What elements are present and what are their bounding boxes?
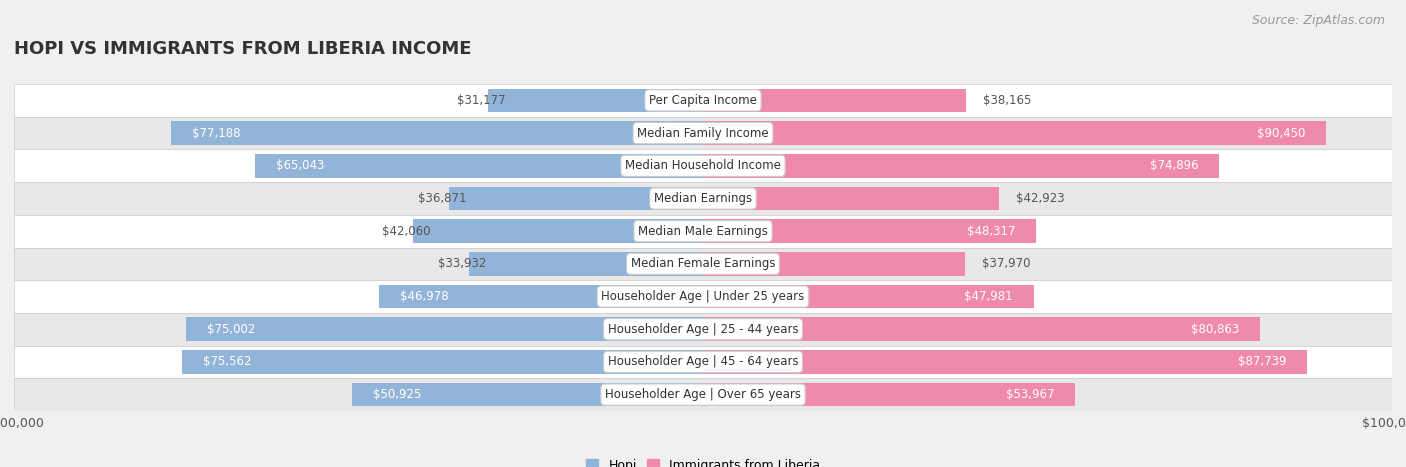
Text: Source: ZipAtlas.com: Source: ZipAtlas.com — [1251, 14, 1385, 27]
Text: HOPI VS IMMIGRANTS FROM LIBERIA INCOME: HOPI VS IMMIGRANTS FROM LIBERIA INCOME — [14, 40, 471, 58]
Text: $65,043: $65,043 — [276, 159, 323, 172]
Text: $48,317: $48,317 — [967, 225, 1015, 238]
Bar — [449, 187, 703, 210]
Bar — [14, 346, 1392, 378]
Text: Per Capita Income: Per Capita Income — [650, 94, 756, 107]
Text: $87,739: $87,739 — [1239, 355, 1286, 368]
Text: $90,450: $90,450 — [1257, 127, 1306, 140]
Bar — [172, 121, 703, 145]
Text: Householder Age | 25 - 44 years: Householder Age | 25 - 44 years — [607, 323, 799, 336]
Text: Median Household Income: Median Household Income — [626, 159, 780, 172]
Bar — [14, 215, 1392, 248]
Bar — [186, 318, 703, 341]
Bar — [703, 89, 966, 112]
Text: Median Female Earnings: Median Female Earnings — [631, 257, 775, 270]
Text: $75,562: $75,562 — [202, 355, 252, 368]
Bar — [14, 313, 1392, 346]
Text: Median Earnings: Median Earnings — [654, 192, 752, 205]
Bar — [352, 383, 703, 406]
Text: $75,002: $75,002 — [207, 323, 256, 336]
Bar — [703, 350, 1308, 374]
Bar — [703, 219, 1036, 243]
Bar — [413, 219, 703, 243]
Text: $47,981: $47,981 — [965, 290, 1012, 303]
Text: $74,896: $74,896 — [1150, 159, 1198, 172]
Text: $36,871: $36,871 — [418, 192, 467, 205]
Bar — [14, 117, 1392, 149]
Bar — [380, 285, 703, 308]
Bar — [703, 121, 1326, 145]
Text: $46,978: $46,978 — [401, 290, 449, 303]
Bar — [703, 318, 1260, 341]
Bar — [488, 89, 703, 112]
Text: $80,863: $80,863 — [1191, 323, 1240, 336]
Bar — [183, 350, 703, 374]
Bar — [14, 378, 1392, 411]
Legend: Hopi, Immigrants from Liberia: Hopi, Immigrants from Liberia — [581, 453, 825, 467]
Bar — [14, 280, 1392, 313]
Bar — [703, 252, 965, 276]
Text: $33,932: $33,932 — [439, 257, 486, 270]
Text: $42,923: $42,923 — [1017, 192, 1064, 205]
Text: $53,967: $53,967 — [1005, 388, 1054, 401]
Bar — [703, 383, 1074, 406]
Text: Householder Age | 45 - 64 years: Householder Age | 45 - 64 years — [607, 355, 799, 368]
Text: Householder Age | Over 65 years: Householder Age | Over 65 years — [605, 388, 801, 401]
Bar — [14, 149, 1392, 182]
Bar — [254, 154, 703, 177]
Bar — [14, 84, 1392, 117]
Bar — [470, 252, 703, 276]
Text: Householder Age | Under 25 years: Householder Age | Under 25 years — [602, 290, 804, 303]
Text: $37,970: $37,970 — [981, 257, 1031, 270]
Text: $42,060: $42,060 — [382, 225, 430, 238]
Bar — [14, 248, 1392, 280]
Bar — [703, 285, 1033, 308]
Text: Median Family Income: Median Family Income — [637, 127, 769, 140]
Text: $38,165: $38,165 — [983, 94, 1032, 107]
Bar — [703, 154, 1219, 177]
Text: $31,177: $31,177 — [457, 94, 505, 107]
Bar — [703, 187, 998, 210]
Text: Median Male Earnings: Median Male Earnings — [638, 225, 768, 238]
Text: $77,188: $77,188 — [191, 127, 240, 140]
Bar — [14, 182, 1392, 215]
Text: $50,925: $50,925 — [373, 388, 422, 401]
